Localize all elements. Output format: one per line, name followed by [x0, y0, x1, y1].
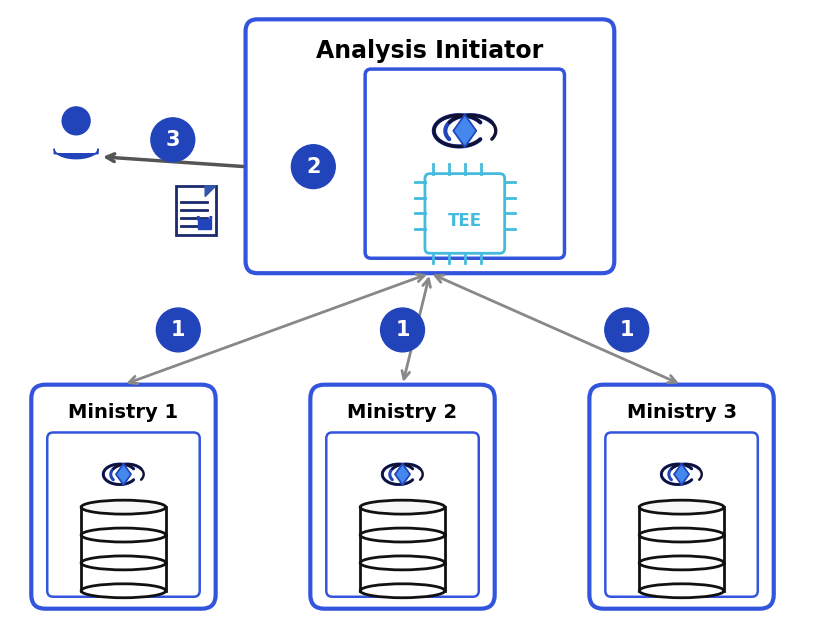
Text: 2: 2	[306, 157, 321, 176]
Circle shape	[156, 308, 200, 352]
Text: 1: 1	[396, 320, 409, 340]
Ellipse shape	[81, 584, 166, 598]
Text: 1: 1	[619, 320, 634, 340]
Text: TEE: TEE	[448, 212, 482, 231]
FancyBboxPatch shape	[589, 385, 774, 609]
Ellipse shape	[81, 528, 166, 542]
Circle shape	[151, 118, 195, 162]
Polygon shape	[453, 115, 476, 147]
FancyBboxPatch shape	[326, 432, 479, 597]
Ellipse shape	[81, 556, 166, 570]
FancyBboxPatch shape	[425, 174, 505, 253]
Bar	[639, 507, 724, 535]
FancyBboxPatch shape	[47, 432, 199, 597]
Ellipse shape	[360, 528, 445, 542]
FancyBboxPatch shape	[31, 385, 216, 609]
Text: Ministry 1: Ministry 1	[68, 403, 178, 422]
Text: Ministry 3: Ministry 3	[627, 403, 737, 422]
FancyBboxPatch shape	[606, 432, 758, 597]
Ellipse shape	[81, 500, 166, 514]
FancyBboxPatch shape	[365, 69, 564, 258]
Polygon shape	[55, 149, 98, 159]
Bar	[81, 563, 166, 591]
Bar	[199, 219, 211, 229]
Bar	[176, 186, 216, 235]
Text: Analysis Initiator: Analysis Initiator	[317, 39, 544, 63]
Polygon shape	[395, 464, 410, 484]
Ellipse shape	[360, 556, 445, 570]
Bar	[639, 535, 724, 563]
Polygon shape	[116, 464, 131, 484]
Ellipse shape	[639, 500, 724, 514]
FancyBboxPatch shape	[310, 385, 495, 609]
Ellipse shape	[639, 528, 724, 542]
Bar	[639, 563, 724, 591]
Ellipse shape	[360, 500, 445, 514]
Polygon shape	[674, 464, 689, 484]
Ellipse shape	[360, 584, 445, 598]
Bar	[360, 535, 445, 563]
Text: 3: 3	[165, 130, 180, 150]
Bar	[360, 507, 445, 535]
Ellipse shape	[639, 584, 724, 598]
Bar	[360, 563, 445, 591]
Circle shape	[291, 145, 335, 188]
Text: Ministry 2: Ministry 2	[348, 403, 457, 422]
Circle shape	[605, 308, 649, 352]
Polygon shape	[205, 186, 216, 197]
Bar	[81, 507, 166, 535]
Text: 1: 1	[171, 320, 186, 340]
FancyBboxPatch shape	[246, 20, 615, 273]
Bar	[81, 535, 166, 563]
Circle shape	[62, 107, 90, 135]
Ellipse shape	[639, 556, 724, 570]
Circle shape	[381, 308, 424, 352]
